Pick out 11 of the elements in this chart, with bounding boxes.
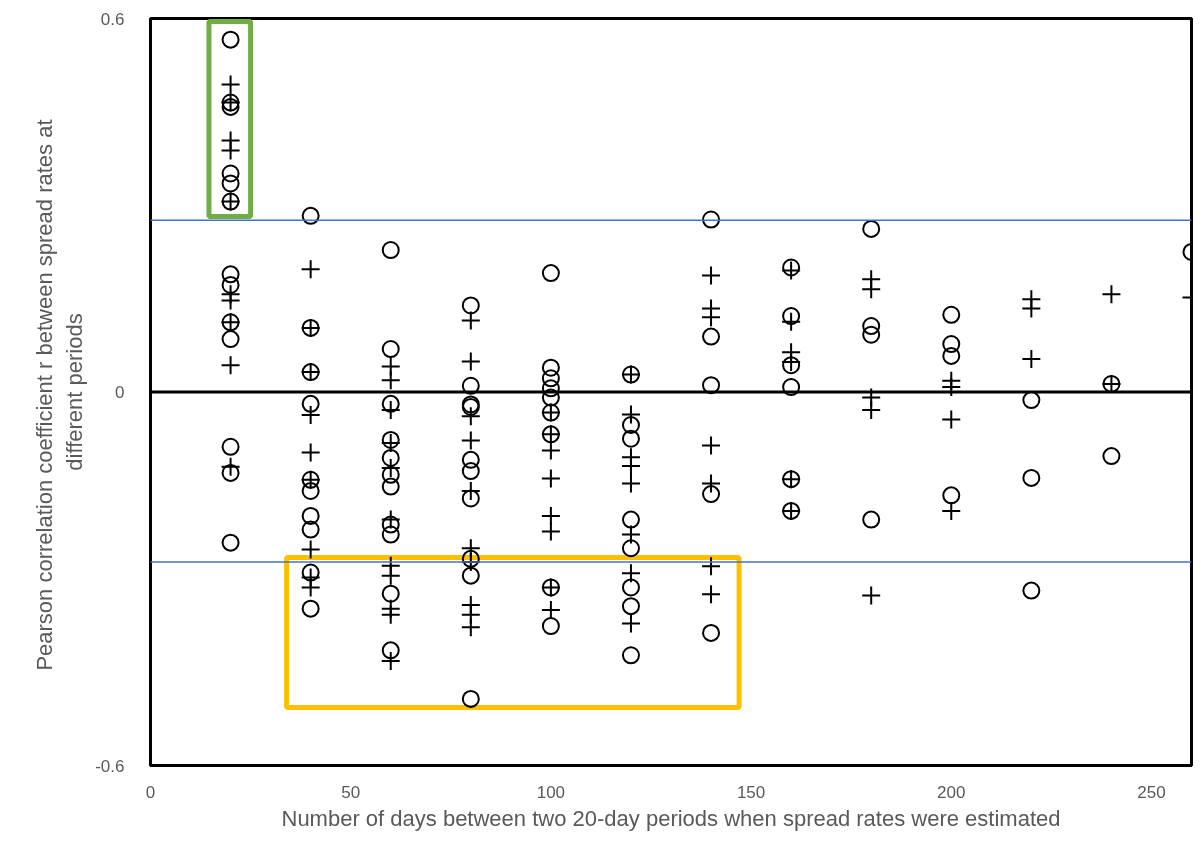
x-tick-label: 50 bbox=[341, 782, 361, 802]
y-tick-label: 0.6 bbox=[100, 9, 125, 29]
y-tick-label: -0.6 bbox=[95, 756, 125, 776]
x-axis-title: Number of days between two 20-day periods when spread rates were estimated bbox=[281, 805, 1061, 831]
x-tick-label: 150 bbox=[736, 782, 766, 802]
x-tick-label: 0 bbox=[145, 782, 156, 802]
y-tick-label: 0 bbox=[115, 383, 125, 402]
y-axis-title: Pearson correlation coefficient r between spread rates at different periods bbox=[32, 119, 88, 671]
x-tick-label: 100 bbox=[536, 782, 566, 802]
x-tick-label: 200 bbox=[937, 782, 966, 802]
x-tick-label: 250 bbox=[1137, 782, 1166, 802]
